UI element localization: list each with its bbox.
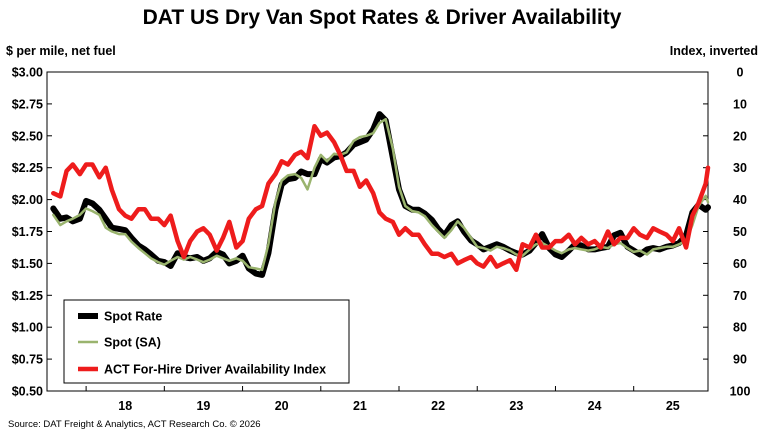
right-axis-label: Index, inverted [669,44,758,58]
right-axis: 0 10 20 30 40 50 60 70 80 90 100 [703,66,750,399]
x-axis-tick-label: 24 [588,399,602,413]
left-axis-tick-label: $1.25 [12,289,43,303]
right-axis-tick-label: 30 [733,161,747,175]
x-axis-tick-label: 20 [275,399,289,413]
legend-box [63,299,350,384]
right-axis-tick-label: 50 [733,225,747,239]
left-axis-tick-label: $0.75 [12,353,43,367]
chart-title: DAT US Dry Van Spot Rates & Driver Avail… [142,6,622,29]
series-line-1 [50,111,711,278]
legend-entry-label: Spot Rate [104,310,162,324]
left-axis-tick-label: $0.50 [12,385,43,399]
x-axis-tick-label: 22 [431,399,445,413]
left-axis-tick-label: $2.00 [12,193,43,207]
x-axis-tick-label: 25 [666,399,680,413]
left-axis-tick-label: $1.75 [12,225,43,239]
x-axis-tick-label: 21 [353,399,367,413]
x-axis-tick-label: 19 [196,399,210,413]
right-axis-tick-label: 100 [730,385,751,399]
left-axis-tick-label: $2.25 [12,161,43,175]
right-axis-tick-label: 0 [737,66,744,80]
legend-entry-label: Spot (SA) [104,336,161,350]
right-axis-tick-label: 20 [733,129,747,143]
series-line-2 [52,117,710,272]
source-note: Source: DAT Freight & Analytics, ACT Res… [8,419,261,430]
right-axis-tick-label: 10 [733,97,747,111]
left-axis: $3.00 $2.75 $2.50 $2.25 $2.00 $1.75 $1.50 $1.25… [12,66,52,399]
x-axis: 18 19 20 21 22 23 24 25 [85,386,680,413]
right-axis-tick-label: 60 [733,257,747,271]
right-axis-tick-label: 90 [733,353,747,367]
x-axis-tick-label: 18 [118,399,132,413]
left-axis-tick-label: $2.50 [12,129,43,143]
left-axis-tick-label: $2.75 [12,97,43,111]
x-axis-tick-label: 23 [509,399,523,413]
legend-entry-label: ACT For-Hire Driver Availability Index [104,363,326,377]
left-axis-tick-label: $1.50 [12,257,43,271]
right-axis-tick-label: 40 [733,193,747,207]
right-axis-tick-label: 70 [733,289,747,303]
left-axis-label: $ per mile, net fuel [6,44,116,58]
series-line-3 [51,123,711,273]
left-axis-tick-label: $1.00 [12,321,43,335]
right-axis-tick-label: 80 [733,321,747,335]
left-axis-tick-label: $3.00 [12,66,43,80]
legend: Spot Rate Spot (SA) ACT For-Hire Driver Av… [63,299,350,384]
series-lines [50,111,711,278]
